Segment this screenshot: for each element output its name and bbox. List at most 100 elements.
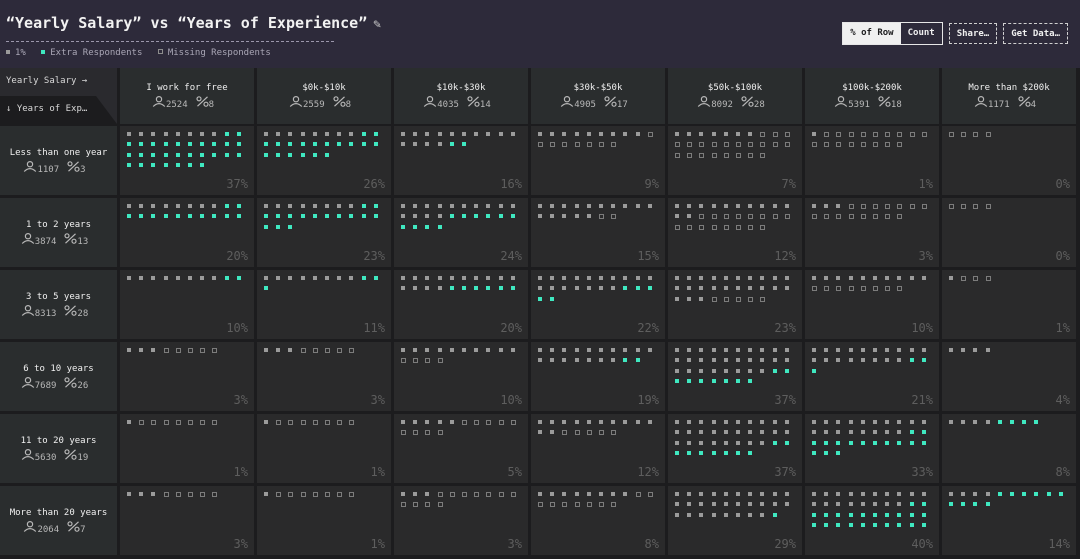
heatmap-cell[interactable]: 3%: [257, 342, 391, 411]
row-stats: 8313 28: [0, 305, 117, 319]
respondent-dot: [873, 276, 877, 280]
heatmap-cell[interactable]: 29%: [668, 486, 802, 555]
extra-respondent-dot: [921, 512, 926, 517]
heatmap-cell[interactable]: 26%: [257, 126, 391, 195]
heatmap-cell[interactable]: 3%: [120, 486, 254, 555]
heatmap-cell[interactable]: 19%: [531, 342, 665, 411]
respondent-dot: [748, 348, 753, 352]
heatmap-cell[interactable]: 1%: [120, 414, 254, 483]
column-header[interactable]: $100k-$200k 5391 18: [805, 68, 939, 124]
count-button[interactable]: Count: [907, 28, 935, 38]
heatmap-cell[interactable]: 16%: [394, 126, 528, 195]
heatmap-cell[interactable]: 3%: [394, 486, 528, 555]
column-header[interactable]: I work for free 2524 8: [120, 68, 254, 124]
heatmap-cell[interactable]: 10%: [120, 270, 254, 339]
row-header[interactable]: Less than one year 1107 3: [0, 126, 117, 195]
column-header[interactable]: $30k-$50k 4905 17: [531, 68, 665, 124]
heatmap-cell[interactable]: 12%: [668, 198, 802, 267]
extra-respondent-dot: [973, 502, 978, 507]
column-header[interactable]: $50k-$100k 8092 28: [668, 68, 802, 124]
respondent-dot: [574, 276, 579, 280]
respondent-dot: [860, 276, 865, 280]
share-button[interactable]: Share…: [948, 23, 998, 44]
heatmap-cell[interactable]: 23%: [257, 198, 391, 267]
get-data-button[interactable]: Get Data…: [1003, 23, 1068, 44]
person-icon: [697, 96, 711, 110]
heatmap-cell[interactable]: 22%: [531, 270, 665, 339]
respondent-dot: [723, 348, 728, 352]
heatmap-cell[interactable]: 33%: [805, 414, 939, 483]
heatmap-cell[interactable]: 1%: [257, 486, 391, 555]
respondent-dot: [264, 204, 268, 208]
respondent-dot: [812, 132, 816, 136]
heatmap-cell[interactable]: 23%: [668, 270, 802, 339]
column-stats: 5391 18: [805, 96, 939, 110]
extra-respondent-dot: [276, 152, 281, 157]
heatmap-cell[interactable]: 4%: [942, 342, 1076, 411]
column-share-value: 28: [753, 100, 765, 110]
cell-percent-label: 1%: [918, 177, 933, 191]
heatmap-cell[interactable]: 37%: [668, 414, 802, 483]
row-header[interactable]: 6 to 10 years 7689 26: [0, 342, 117, 411]
heatmap-cell[interactable]: 5%: [394, 414, 528, 483]
corner-wedge: [0, 96, 117, 124]
heatmap-cell[interactable]: 14%: [942, 486, 1076, 555]
column-header[interactable]: More than $200k 1171 4: [942, 68, 1076, 124]
chart-title[interactable]: “Yearly Salary” vs “Years of Experience”…: [6, 14, 381, 32]
heatmap-cell[interactable]: 10%: [394, 342, 528, 411]
heatmap-cell[interactable]: 1%: [257, 414, 391, 483]
heatmap-cell[interactable]: 24%: [394, 198, 528, 267]
heatmap-cell[interactable]: 9%: [531, 126, 665, 195]
missing-respondent-dot: [325, 492, 330, 497]
heatmap-cell[interactable]: 15%: [531, 198, 665, 267]
row-header[interactable]: 1 to 2 years 3874 13: [0, 198, 117, 267]
heatmap-cell[interactable]: 11%: [257, 270, 391, 339]
heatmap-cell[interactable]: 1%: [805, 126, 939, 195]
heatmap-cell[interactable]: 0%: [942, 198, 1076, 267]
heatmap-cell[interactable]: 20%: [120, 198, 254, 267]
respondent-dot: [711, 358, 716, 363]
respondent-dot: [486, 132, 491, 136]
heatmap-cell[interactable]: 37%: [120, 126, 254, 195]
respondent-dot: [711, 502, 716, 507]
heatmap-cell[interactable]: 0%: [942, 126, 1076, 195]
respondent-dot: [139, 492, 144, 496]
heatmap-cell[interactable]: 37%: [668, 342, 802, 411]
heatmap-cell[interactable]: 40%: [805, 486, 939, 555]
column-label: More than $200k: [968, 83, 1050, 93]
percent-icon: [333, 96, 346, 110]
heatmap-cell[interactable]: 8%: [942, 414, 1076, 483]
heatmap-cell[interactable]: 3%: [120, 342, 254, 411]
row-stats: 7689 26: [0, 377, 117, 391]
pencil-icon[interactable]: ✎: [373, 17, 382, 32]
missing-respondent-dot: [736, 142, 741, 148]
heatmap-cell[interactable]: 8%: [531, 486, 665, 555]
respondent-dot: [337, 132, 342, 136]
column-header[interactable]: $0k-$10k 2559 8: [257, 68, 391, 124]
row-header[interactable]: 3 to 5 years 8313 28: [0, 270, 117, 339]
row-respondent-count: 5630: [21, 449, 56, 463]
respondent-dot: [127, 348, 131, 352]
column-count-value: 4905: [574, 100, 596, 110]
respondent-dot: [824, 204, 829, 208]
pct-of-row-button[interactable]: % of Row: [843, 23, 901, 44]
extra-respondent-dot: [373, 142, 378, 147]
heatmap-cell[interactable]: 1%: [942, 270, 1076, 339]
extra-respondent-dot: [413, 224, 418, 229]
heatmap-cell[interactable]: 7%: [668, 126, 802, 195]
missing-respondent-dot: [200, 420, 206, 425]
respondent-dot: [760, 512, 765, 517]
extra-respondent-dot: [897, 440, 902, 445]
respondent-dot: [699, 368, 704, 373]
respondent-dot: [200, 132, 205, 136]
heatmap-cell[interactable]: 10%: [805, 270, 939, 339]
missing-respondent-dot: [723, 224, 729, 230]
column-header[interactable]: $10k-$30k 4035 14: [394, 68, 528, 124]
row-header[interactable]: More than 20 years 2064 7: [0, 486, 117, 555]
heatmap-cell[interactable]: 12%: [531, 414, 665, 483]
heatmap-cell[interactable]: 3%: [805, 198, 939, 267]
row-header[interactable]: 11 to 20 years 5630 19: [0, 414, 117, 483]
missing-respondent-dot: [288, 492, 294, 497]
heatmap-cell[interactable]: 21%: [805, 342, 939, 411]
heatmap-cell[interactable]: 20%: [394, 270, 528, 339]
